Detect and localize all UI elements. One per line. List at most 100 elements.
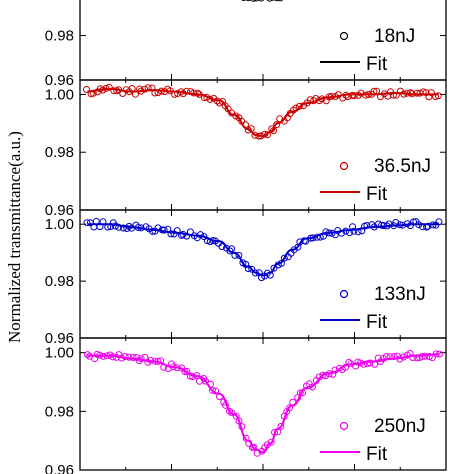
data-point: [144, 84, 152, 92]
data-point: [274, 428, 282, 436]
y-tick-label: 0.98: [45, 28, 74, 45]
data-point: [286, 404, 294, 412]
data-point: [99, 352, 107, 360]
data-point: [186, 228, 194, 236]
legend-marker: [339, 421, 349, 431]
data-point: [266, 0, 273, 2]
data-point: [160, 226, 168, 234]
data-point: [119, 90, 127, 97]
data-point: [392, 91, 400, 99]
data-point: [319, 371, 327, 379]
data-point: [390, 353, 398, 361]
data-point: [151, 89, 159, 97]
data-point: [400, 353, 408, 361]
panel-data: [83, 217, 443, 282]
data-point: [212, 387, 219, 395]
data-point: [385, 220, 393, 228]
data-point: [419, 88, 427, 96]
data-point: [289, 398, 297, 406]
data-point: [309, 234, 317, 242]
data-point: [368, 221, 376, 229]
legend-label: 36.5nJ: [374, 156, 431, 177]
data-point: [316, 233, 324, 241]
data-point: [154, 224, 162, 232]
data-point: [135, 357, 143, 365]
data-point: [137, 355, 145, 363]
data-point: [123, 225, 131, 232]
data-point: [315, 373, 323, 381]
data-point: [318, 95, 326, 103]
data-point: [241, 0, 247, 1]
data-point: [413, 354, 421, 362]
legend-label: Fit: [366, 444, 388, 465]
data-point: [266, 271, 274, 279]
data-point: [178, 231, 185, 239]
data-point: [296, 389, 304, 397]
data-point: [413, 89, 421, 97]
legend-label: Fit: [366, 184, 388, 205]
data-point: [235, 417, 243, 425]
data-point: [382, 353, 390, 360]
data-point: [99, 218, 107, 226]
data-point: [350, 227, 358, 235]
data-point: [228, 245, 236, 253]
data-point: [89, 89, 97, 97]
data-point: [257, 132, 265, 140]
data-point: [432, 350, 440, 358]
data-point: [295, 102, 303, 110]
data-point: [206, 95, 214, 103]
data-point: [213, 97, 221, 105]
data-point: [194, 89, 202, 97]
data-point: [125, 353, 133, 361]
legend-label: Fit: [366, 54, 388, 75]
data-point: [105, 83, 113, 91]
data-point: [274, 0, 280, 2]
data-point: [360, 360, 368, 368]
data-point: [299, 389, 306, 397]
panel-4: 1.00 0.98 0.96 250nJ Fit: [45, 337, 447, 474]
legend-label: Fit: [366, 312, 388, 333]
data-point: [308, 383, 316, 391]
legend-label: 133nJ: [374, 284, 426, 305]
data-point: [363, 222, 371, 229]
data-point: [128, 85, 136, 92]
data-point: [235, 251, 243, 259]
data-point: [148, 84, 156, 92]
data-point: [137, 224, 145, 232]
data-point: [115, 223, 123, 231]
data-point: [415, 221, 423, 229]
data-point: [277, 259, 285, 267]
y-axis-label: Normalized transmittance(a.u.): [5, 131, 24, 343]
data-point: [396, 221, 404, 229]
data-point: [183, 87, 191, 95]
data-point: [327, 92, 335, 100]
legend-marker: [339, 289, 349, 299]
data-point: [363, 360, 371, 368]
data-point: [313, 233, 321, 241]
data-point: [366, 359, 374, 367]
data-point: [409, 354, 417, 362]
data-point: [250, 0, 257, 2]
data-point: [224, 105, 232, 113]
data-point: [435, 218, 443, 226]
y-tick-label: 0.96: [45, 462, 74, 474]
y-tick-label: 0.96: [45, 72, 74, 89]
data-point: [173, 227, 181, 235]
data-point: [96, 351, 104, 359]
data-point: [245, 0, 252, 2]
y-tick-label: 1.00: [45, 216, 74, 233]
data-point: [195, 90, 203, 98]
data-point: [342, 363, 350, 371]
data-point: [280, 254, 288, 262]
data-point: [113, 87, 121, 95]
panel-data: [83, 83, 442, 140]
data-point: [147, 356, 155, 364]
data-point: [334, 91, 342, 99]
data-point: [253, 0, 260, 2]
data-point: [238, 423, 246, 431]
data-point: [154, 89, 162, 97]
data-point: [346, 229, 353, 237]
data-point: [354, 228, 362, 236]
data-point: [338, 229, 345, 237]
y-tick-label: 0.98: [45, 273, 74, 290]
